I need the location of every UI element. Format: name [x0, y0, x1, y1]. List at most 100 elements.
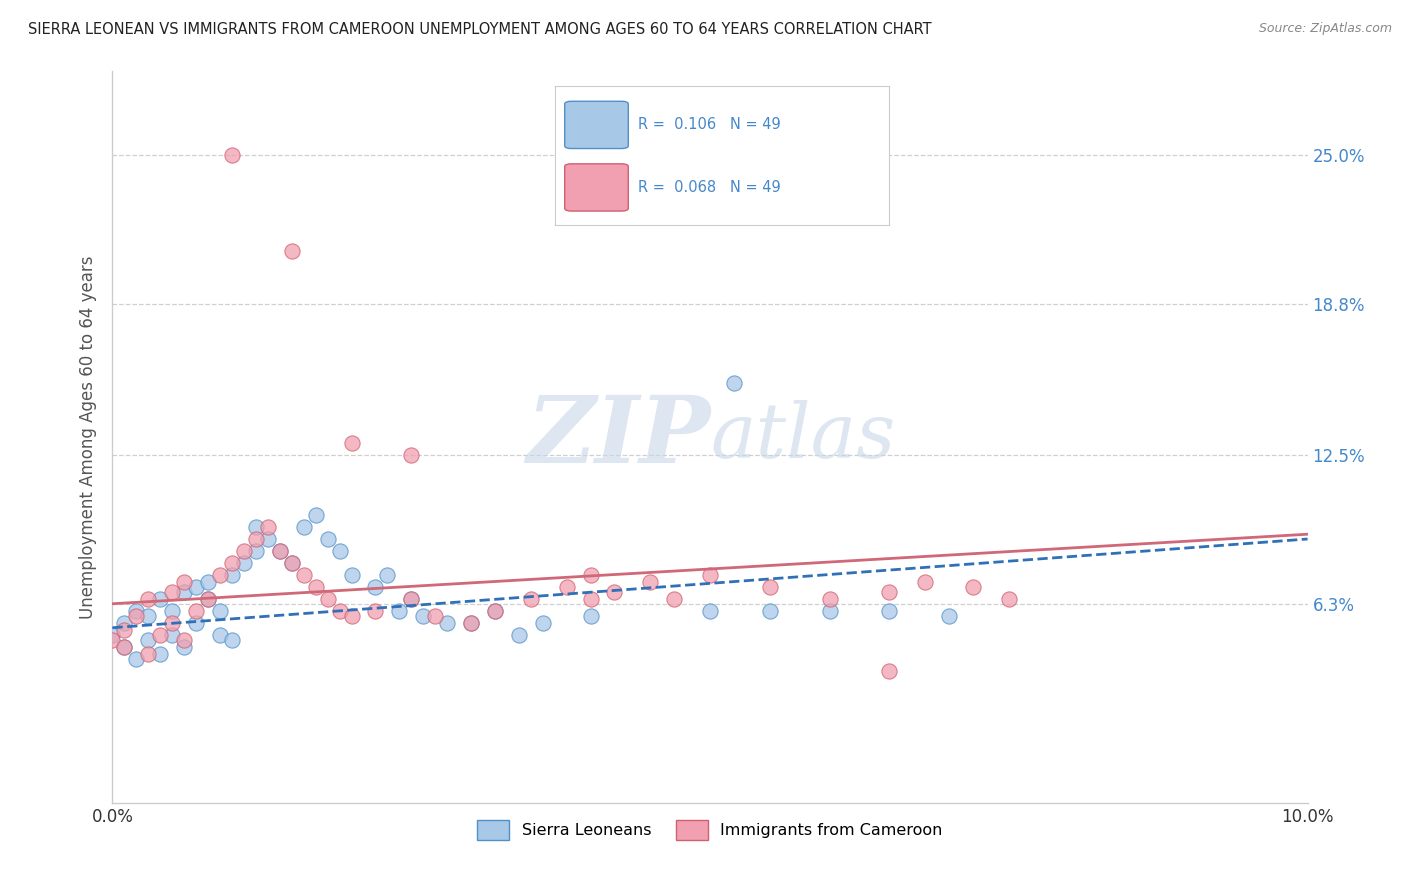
Point — [125, 608, 148, 623]
Point — [484, 604, 506, 618]
Point — [221, 632, 243, 647]
Point — [759, 580, 782, 594]
Point — [460, 615, 482, 630]
Point — [197, 575, 219, 590]
Point — [221, 568, 243, 582]
Point — [162, 584, 183, 599]
Point — [281, 556, 304, 570]
Point — [520, 591, 543, 606]
Point — [340, 568, 363, 582]
Point — [281, 244, 304, 259]
Point — [245, 544, 267, 558]
Point — [138, 591, 160, 606]
Point — [664, 591, 686, 606]
Point — [818, 591, 841, 606]
Point — [759, 604, 782, 618]
Legend: Sierra Leoneans, Immigrants from Cameroon: Sierra Leoneans, Immigrants from Cameroo… — [471, 814, 949, 846]
Point — [125, 604, 148, 618]
Point — [699, 604, 721, 618]
Point — [579, 568, 602, 582]
Point — [879, 604, 901, 618]
Point — [245, 520, 267, 534]
Point — [245, 532, 267, 546]
Point — [114, 615, 135, 630]
Point — [603, 584, 626, 599]
Point — [329, 604, 352, 618]
Point — [162, 628, 183, 642]
Point — [173, 640, 195, 654]
Point — [162, 615, 183, 630]
Point — [508, 628, 530, 642]
Point — [221, 148, 243, 162]
Point — [484, 604, 506, 618]
Point — [101, 628, 124, 642]
Point — [879, 664, 901, 678]
Point — [149, 591, 172, 606]
Point — [998, 591, 1021, 606]
Point — [377, 568, 399, 582]
Point — [329, 544, 352, 558]
Point — [209, 568, 232, 582]
Point — [412, 608, 434, 623]
Point — [269, 544, 291, 558]
Point — [305, 508, 328, 522]
Point — [186, 580, 208, 594]
Point — [401, 591, 423, 606]
Text: atlas: atlas — [710, 401, 896, 474]
Point — [425, 608, 447, 623]
Point — [114, 640, 135, 654]
Point — [579, 608, 602, 623]
Point — [138, 608, 160, 623]
Point — [292, 520, 315, 534]
Point — [723, 376, 745, 391]
Point — [640, 575, 662, 590]
Point — [162, 604, 183, 618]
Point — [340, 608, 363, 623]
Point — [149, 647, 172, 661]
Point — [436, 615, 458, 630]
Point — [879, 584, 901, 599]
Point — [197, 591, 219, 606]
Point — [186, 615, 208, 630]
Point — [292, 568, 315, 582]
Point — [340, 436, 363, 450]
Point — [388, 604, 411, 618]
Point — [316, 532, 339, 546]
Point — [364, 604, 387, 618]
Point — [257, 532, 280, 546]
Point — [209, 604, 232, 618]
Point — [114, 623, 135, 637]
Point — [173, 632, 195, 647]
Point — [221, 556, 243, 570]
Y-axis label: Unemployment Among Ages 60 to 64 years: Unemployment Among Ages 60 to 64 years — [79, 255, 97, 619]
Point — [364, 580, 387, 594]
Point — [114, 640, 135, 654]
Point — [281, 556, 304, 570]
Point — [138, 647, 160, 661]
Point — [173, 584, 195, 599]
Point — [460, 615, 482, 630]
Text: SIERRA LEONEAN VS IMMIGRANTS FROM CAMEROON UNEMPLOYMENT AMONG AGES 60 TO 64 YEAR: SIERRA LEONEAN VS IMMIGRANTS FROM CAMERO… — [28, 22, 932, 37]
Point — [149, 628, 172, 642]
Point — [401, 591, 423, 606]
Point — [233, 544, 256, 558]
Point — [197, 591, 219, 606]
Text: ZIP: ZIP — [526, 392, 710, 482]
Point — [531, 615, 554, 630]
Point — [257, 520, 280, 534]
Point — [186, 604, 208, 618]
Point — [125, 652, 148, 666]
Point — [962, 580, 984, 594]
Text: Source: ZipAtlas.com: Source: ZipAtlas.com — [1258, 22, 1392, 36]
Point — [233, 556, 256, 570]
Point — [138, 632, 160, 647]
Point — [209, 628, 232, 642]
Point — [579, 591, 602, 606]
Point — [699, 568, 721, 582]
Point — [401, 448, 423, 462]
Point — [269, 544, 291, 558]
Point — [305, 580, 328, 594]
Point — [101, 632, 124, 647]
Point — [938, 608, 960, 623]
Point — [818, 604, 841, 618]
